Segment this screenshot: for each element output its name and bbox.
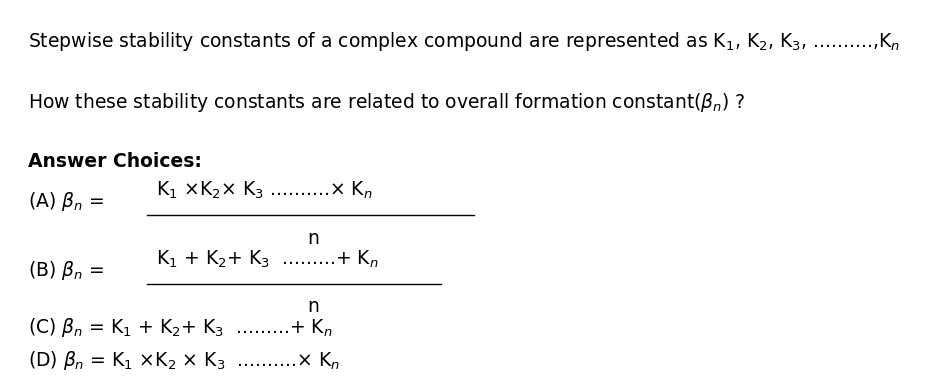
Text: How these stability constants are related to overall formation constant$(\beta_n: How these stability constants are relate… (28, 91, 746, 114)
Text: (C) $\beta_n$ = K$_1$ + K$_2$+ K$_3$  .........+ K$_n$: (C) $\beta_n$ = K$_1$ + K$_2$+ K$_3$ ...… (28, 316, 333, 339)
Text: (D) $\beta_n$ = K$_1$ $\times$K$_2$ $\times$ K$_3$  ..........$\times$ K$_n$: (D) $\beta_n$ = K$_1$ $\times$K$_2$ $\ti… (28, 349, 340, 371)
Text: (A) $\beta_n$ =: (A) $\beta_n$ = (28, 190, 104, 213)
Text: Answer Choices:: Answer Choices: (28, 152, 202, 171)
Text: K$_1$ $\times$K$_2$$\times$ K$_3$ ..........$\times$ K$_n$: K$_1$ $\times$K$_2$$\times$ K$_3$ ......… (156, 180, 374, 201)
Text: K$_1$ + K$_2$+ K$_3$  .........+ K$_n$: K$_1$ + K$_2$+ K$_3$ .........+ K$_n$ (156, 248, 379, 270)
Text: (B) $\beta_n$ =: (B) $\beta_n$ = (28, 259, 104, 282)
Text: Stepwise stability constants of a complex compound are represented as K$_1$, K$_: Stepwise stability constants of a comple… (28, 30, 901, 53)
Text: n: n (307, 297, 319, 316)
Text: n: n (307, 229, 319, 248)
